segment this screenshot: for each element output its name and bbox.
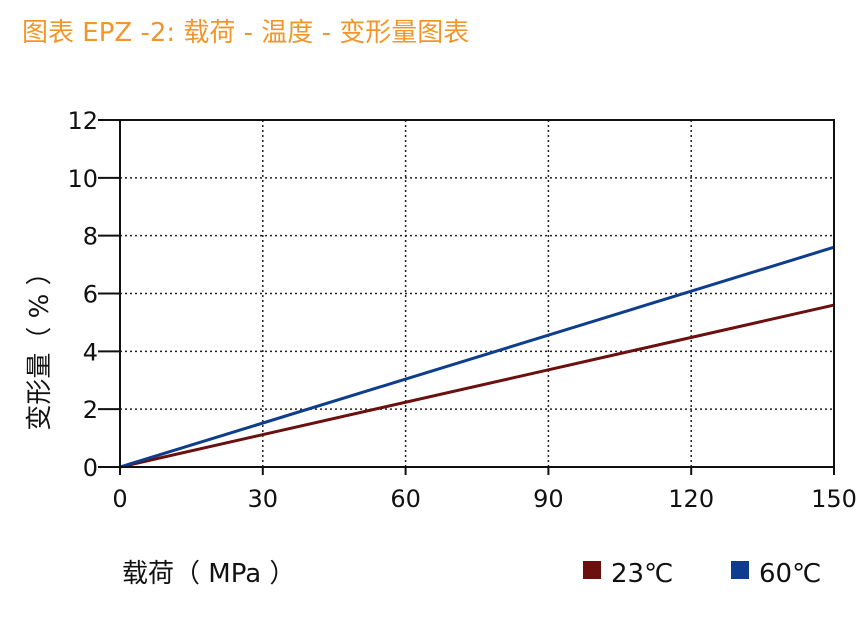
y-tick-label: 12 xyxy=(67,107,98,135)
x-axis-label: 载荷（ MPa ） xyxy=(122,559,295,589)
legend-swatch-0 xyxy=(583,561,601,579)
y-tick-label: 8 xyxy=(83,223,98,251)
legend-label-1: 60℃ xyxy=(759,559,821,589)
chart-title: 图表 EPZ -2: 载荷 - 温度 - 变形量图表 xyxy=(22,18,470,48)
y-tick-label: 10 xyxy=(67,165,98,193)
x-tick-label: 30 xyxy=(248,485,279,513)
y-tick-labels: 0 2 4 6 8 10 12 xyxy=(67,107,98,482)
x-tick-label: 60 xyxy=(390,485,421,513)
x-tick-label: 120 xyxy=(668,485,714,513)
x-tick-label: 150 xyxy=(811,485,857,513)
y-tick-label: 2 xyxy=(83,396,98,424)
legend: 23℃ 60℃ xyxy=(583,559,821,589)
tick-marks xyxy=(98,119,835,475)
series-line-0 xyxy=(119,303,835,469)
x-tick-label: 90 xyxy=(533,485,564,513)
y-tick-label: 6 xyxy=(83,281,98,309)
series-line-1 xyxy=(119,245,835,469)
legend-swatch-1 xyxy=(731,561,749,579)
y-tick-label: 4 xyxy=(83,338,98,366)
series-lines xyxy=(119,245,835,469)
x-tick-labels: 0 30 60 90 120 150 xyxy=(112,485,857,513)
x-tick-label: 0 xyxy=(112,485,127,513)
grid-lines xyxy=(120,120,834,467)
y-axis-label: 变形量（ % ） xyxy=(25,259,55,430)
y-tick-label: 0 xyxy=(83,454,98,482)
legend-label-0: 23℃ xyxy=(611,559,673,589)
